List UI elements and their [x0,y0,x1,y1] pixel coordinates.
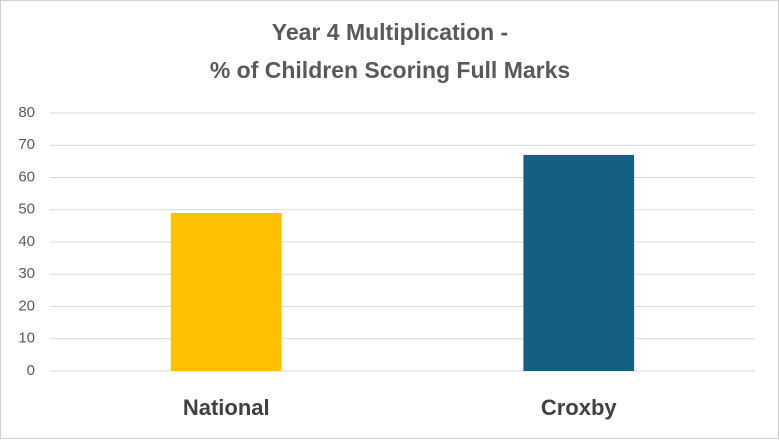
x-tick-label: Croxby [541,395,618,420]
bar [170,212,282,371]
y-tick-label: 80 [18,104,35,121]
x-tick-label: National [183,395,270,420]
y-tick-label: 70 [18,136,35,153]
y-tick-label: 60 [18,168,35,185]
bar [523,154,635,371]
y-tick-label: 50 [18,201,35,218]
chart-title: Year 4 Multiplication - [272,19,508,45]
y-tick-label: 40 [18,233,35,250]
y-tick-label: 30 [18,265,35,282]
y-tick-label: 20 [18,297,35,314]
y-tick-label: 0 [27,362,35,379]
y-tick-label: 10 [18,330,35,347]
chart-title: % of Children Scoring Full Marks [210,57,570,83]
